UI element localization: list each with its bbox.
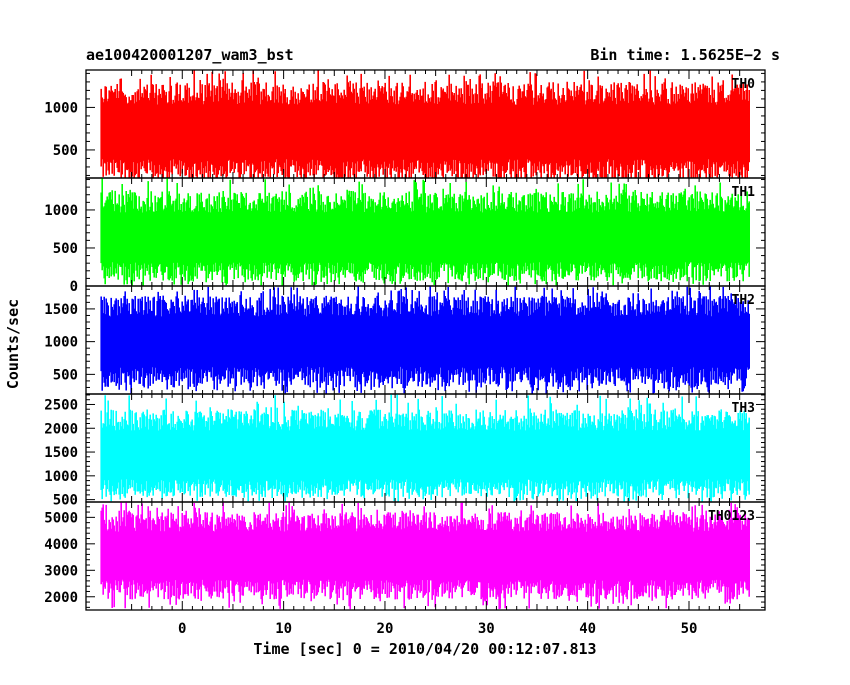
- series-th0123: [100, 502, 750, 610]
- y-tick-label: 500: [53, 367, 78, 383]
- bin-time-label: Bin time: 1.5625E−2 s: [590, 46, 780, 64]
- series-th0: [100, 70, 750, 178]
- y-tick-label: 2500: [44, 397, 78, 413]
- panel-label: TH0: [732, 77, 756, 92]
- y-tick-label: 1500: [44, 445, 78, 461]
- panel-label: TH1: [732, 185, 756, 200]
- y-axis-label: Counts/sec: [4, 299, 22, 389]
- panel-label: TH3: [732, 401, 755, 416]
- panel-th0: 500 1000 TH0: [44, 69, 766, 179]
- x-tick-label: 30: [478, 621, 495, 637]
- x-tick-label: 0: [178, 621, 186, 637]
- panel-th0123: 2000 3000 4000 5000 TH0123: [44, 501, 766, 611]
- y-tick-label: 5000: [44, 510, 78, 526]
- x-tick-label: 10: [275, 621, 292, 637]
- y-tick-label: 2000: [44, 590, 78, 606]
- x-tick-label: 50: [681, 621, 698, 637]
- y-tick-label: 4000: [44, 537, 78, 553]
- x-tick-label: 40: [579, 621, 596, 637]
- y-tick-label: 500: [53, 493, 78, 509]
- x-tick-labels: 0 10 20 30 40 50: [178, 621, 697, 637]
- chart-title: ae100420001207_wam3_bst: [86, 46, 294, 64]
- panel-label: TH0123: [708, 509, 755, 524]
- y-tick-label: 0: [70, 279, 78, 295]
- x-axis-label: Time [sec] 0 = 2010/04/20 00:12:07.813: [253, 640, 596, 658]
- panels-group: 500 1000 TH0 0 500 1000 TH1 500 1000 1500 TH2 500 10…: [44, 69, 766, 611]
- y-tick-label: 1000: [44, 335, 78, 351]
- y-tick-label: 1000: [44, 469, 78, 485]
- y-tick-label: 2000: [44, 421, 78, 437]
- series-th3: [100, 394, 750, 502]
- y-tick-label: 500: [53, 241, 78, 257]
- y-tick-label: 500: [53, 143, 78, 159]
- y-tick-label: 1000: [44, 100, 78, 116]
- series-th1: [100, 178, 750, 286]
- y-tick-label: 1000: [44, 203, 78, 219]
- y-tick-label: 1500: [44, 302, 78, 318]
- panel-th2: 500 1000 1500 TH2: [44, 285, 766, 395]
- series-th2: [100, 286, 750, 394]
- panel-th1: 0 500 1000 TH1: [44, 177, 766, 295]
- panel-label: TH2: [732, 293, 755, 308]
- y-tick-label: 3000: [44, 563, 78, 579]
- panel-th3: 500 1000 1500 2000 2500 TH3: [44, 393, 766, 509]
- x-tick-label: 20: [377, 621, 394, 637]
